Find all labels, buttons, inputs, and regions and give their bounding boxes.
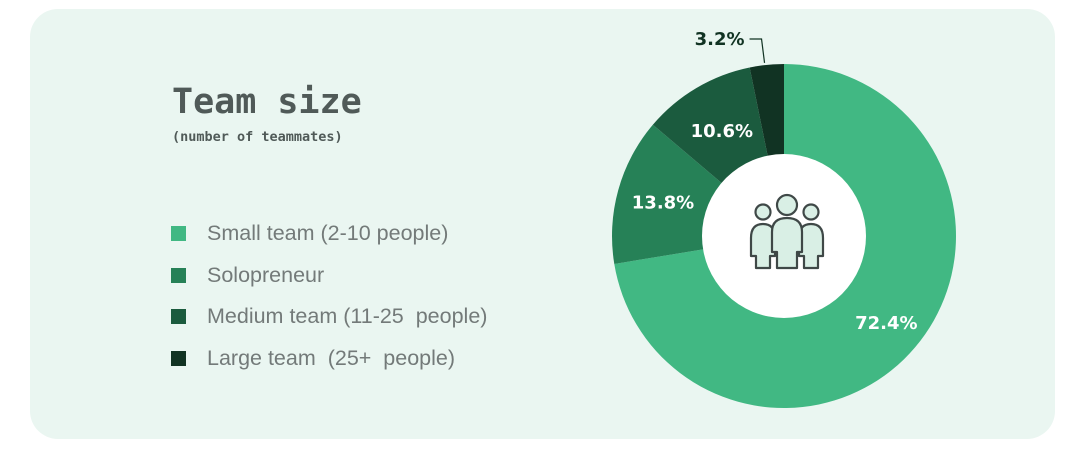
chart-subtitle: (number of teammates) — [172, 129, 343, 145]
data-label-1: 72.4% — [855, 313, 917, 334]
legend-label: Large team (25+ people) — [207, 345, 456, 370]
leader-line — [749, 38, 766, 63]
data-label-3: 10.6% — [691, 121, 753, 142]
data-label-4: 3.2% — [695, 29, 745, 50]
legend-swatch — [171, 350, 186, 366]
data-label-2: 13.8% — [632, 192, 694, 213]
legend-label: Medium team (11-25 people) — [207, 304, 488, 329]
chart-title: Team size — [172, 82, 362, 122]
chart-legend: Small team (2-10 people) Solopreneur Med… — [171, 213, 487, 379]
legend-swatch — [171, 267, 186, 283]
legend-label: Solopreneur — [207, 262, 325, 287]
legend-label: Small team (2-10 people) — [207, 221, 449, 246]
legend-item-large-team: Large team (25+ people) — [171, 338, 487, 380]
donut-data-labels: 72.4% 13.8% 10.6% 3.2% — [632, 29, 918, 334]
legend-item-medium-team: Medium team (11-25 people) — [171, 296, 487, 338]
legend-swatch — [171, 309, 186, 325]
team-people-icon — [749, 193, 825, 270]
legend-item-solopreneur: Solopreneur — [171, 255, 487, 297]
legend-item-small-team: Small team (2-10 people) — [171, 213, 487, 255]
legend-swatch — [171, 226, 186, 242]
